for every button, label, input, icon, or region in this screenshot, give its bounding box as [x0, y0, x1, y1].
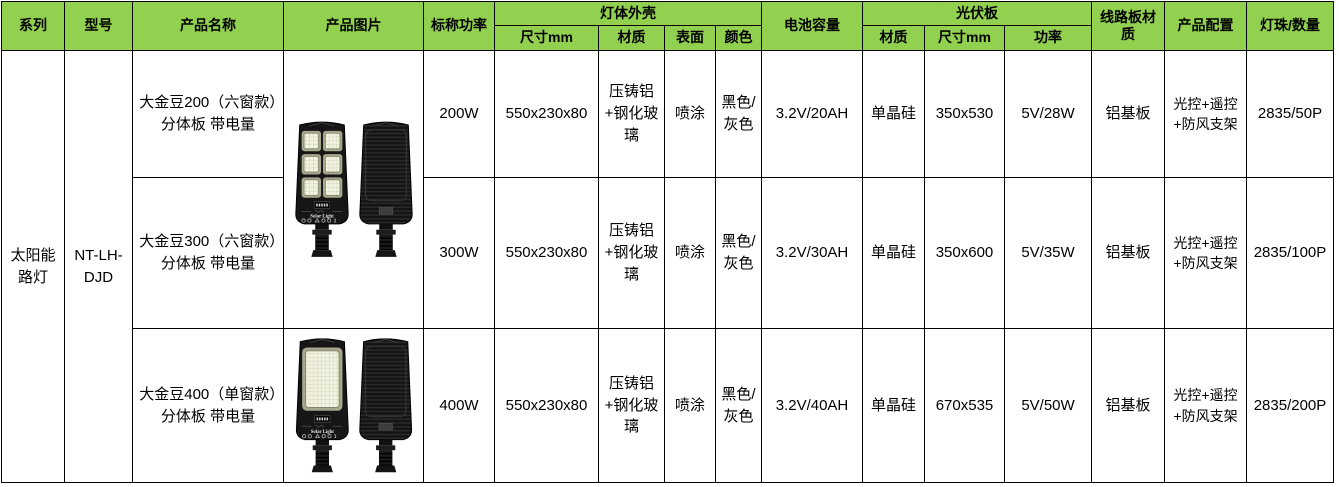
six-window-street-light-illustration: Solar Light	[294, 121, 413, 257]
table-row-djd300: 大金豆300（六窗款）分体板 带电量 300W 550x230x80 压铸铝+钢…	[2, 177, 1334, 329]
cell-pv-power: 5V/35W	[1004, 177, 1092, 329]
col-group-lamp-body: 灯体外壳	[494, 1, 762, 26]
certification-icons	[301, 217, 336, 223]
cell-battery: 3.2V/20AH	[761, 50, 863, 178]
cell-pv-material: 单晶硅	[862, 50, 925, 178]
cell-model: NT-LH-DJD	[64, 50, 133, 483]
cell-battery: 3.2V/30AH	[761, 177, 863, 329]
cell-product-image-six-window: Solar Light	[283, 50, 424, 329]
lamp-front-view: Solar Light	[295, 337, 349, 472]
col-header-pcb-material: 线路板材质	[1091, 1, 1165, 51]
cell-battery: 3.2V/40AH	[761, 328, 863, 483]
cell-body-color: 黑色/灰色	[715, 177, 762, 329]
lamp-back-view	[358, 337, 412, 472]
cell-beads: 2835/200P	[1246, 328, 1334, 483]
cell-body-material: 压铸铝+钢化玻璃	[598, 177, 665, 329]
cell-product-image-single-window: Solar Light	[283, 328, 424, 483]
cell-pv-material: 单晶硅	[862, 177, 925, 329]
col-header-body-color: 颜色	[715, 25, 762, 51]
table-row-djd200: 太阳能路灯 NT-LH-DJD 大金豆200（六窗款）分体板 带电量	[1, 50, 1334, 483]
col-header-beads-qty: 灯珠/数量	[1246, 1, 1334, 51]
cell-pcb: 铝基板	[1091, 328, 1165, 483]
solar-light-label: Solar Light	[310, 429, 334, 434]
cell-product-name: 大金豆200（六窗款）分体板 带电量	[132, 50, 284, 178]
certification-icons	[301, 433, 336, 438]
col-header-body-surface: 表面	[664, 25, 716, 51]
cell-body-surface: 喷涂	[664, 177, 716, 329]
cell-pv-size: 350x600	[924, 177, 1005, 329]
col-header-product-name: 产品名称	[132, 1, 284, 51]
back-label	[378, 206, 393, 214]
back-label	[378, 422, 393, 430]
col-header-product-image: 产品图片	[283, 1, 424, 51]
col-header-pv-material: 材质	[862, 25, 925, 51]
cell-rated-power: 200W	[423, 50, 495, 178]
col-header-body-material: 材质	[598, 25, 665, 51]
cell-body-surface: 喷涂	[664, 50, 716, 178]
col-header-rated-power: 标称功率	[423, 1, 495, 51]
col-header-model: 型号	[64, 1, 133, 51]
cell-product-name: 大金豆300（六窗款）分体板 带电量	[132, 177, 284, 329]
cell-config: 光控+遥控+防风支架	[1164, 328, 1247, 483]
col-header-pv-size: 尺寸mm	[924, 25, 1005, 51]
cell-pv-power: 5V/28W	[1004, 50, 1092, 178]
col-group-pv-panel: 光伏板	[862, 1, 1092, 26]
cell-pv-material: 单晶硅	[862, 328, 925, 483]
col-header-product-config: 产品配置	[1164, 1, 1247, 51]
product-image-single-window: Solar Light	[285, 334, 423, 478]
product-image-six-window: Solar Light	[285, 117, 423, 263]
cell-config: 光控+遥控+防风支架	[1164, 177, 1247, 329]
single-window-street-light-illustration: Solar Light	[295, 337, 412, 472]
cell-config: 光控+遥控+防风支架	[1164, 50, 1247, 178]
cell-body-material: 压铸铝+钢化玻璃	[598, 50, 665, 178]
table-row-djd400: 大金豆400（单窗款）分体板 带电量	[2, 328, 1334, 483]
cell-series: 太阳能路灯	[1, 50, 65, 483]
lamp-front-view: Solar Light	[294, 121, 349, 257]
cell-beads: 2835/100P	[1246, 177, 1334, 329]
cell-body-material: 压铸铝+钢化玻璃	[598, 328, 665, 483]
cell-pcb: 铝基板	[1091, 50, 1165, 178]
cell-pcb: 铝基板	[1091, 177, 1165, 329]
col-header-series: 系列	[1, 1, 65, 51]
cell-beads: 2835/50P	[1246, 50, 1334, 178]
cell-body-size: 550x230x80	[494, 50, 599, 178]
cell-body-size: 550x230x80	[494, 328, 599, 483]
cell-body-surface: 喷涂	[664, 328, 716, 483]
col-header-pv-power: 功率	[1004, 25, 1092, 51]
header-row-1: 系列 型号 产品名称 产品图片 标称功率 灯体外壳 电池容量 光伏板 线路板材质…	[1, 1, 1334, 51]
cell-rated-power: 400W	[423, 328, 495, 483]
solar-light-label: Solar Light	[310, 214, 334, 219]
col-header-battery: 电池容量	[761, 1, 863, 51]
cell-pv-power: 5V/50W	[1004, 328, 1092, 483]
header-row-2: 尺寸mm 材质 表面 颜色 材质 尺寸mm 功率	[2, 25, 1334, 51]
cell-rated-power: 300W	[423, 177, 495, 329]
cell-pv-size: 670x535	[924, 328, 1005, 483]
cell-body-color: 黑色/灰色	[715, 328, 762, 483]
cell-pv-size: 350x530	[924, 50, 1005, 178]
col-header-body-size: 尺寸mm	[494, 25, 599, 51]
cell-product-name: 大金豆400（单窗款）分体板 带电量	[132, 328, 284, 483]
cell-body-color: 黑色/灰色	[715, 50, 762, 178]
cell-body-size: 550x230x80	[494, 177, 599, 329]
lamp-back-view	[358, 121, 413, 257]
